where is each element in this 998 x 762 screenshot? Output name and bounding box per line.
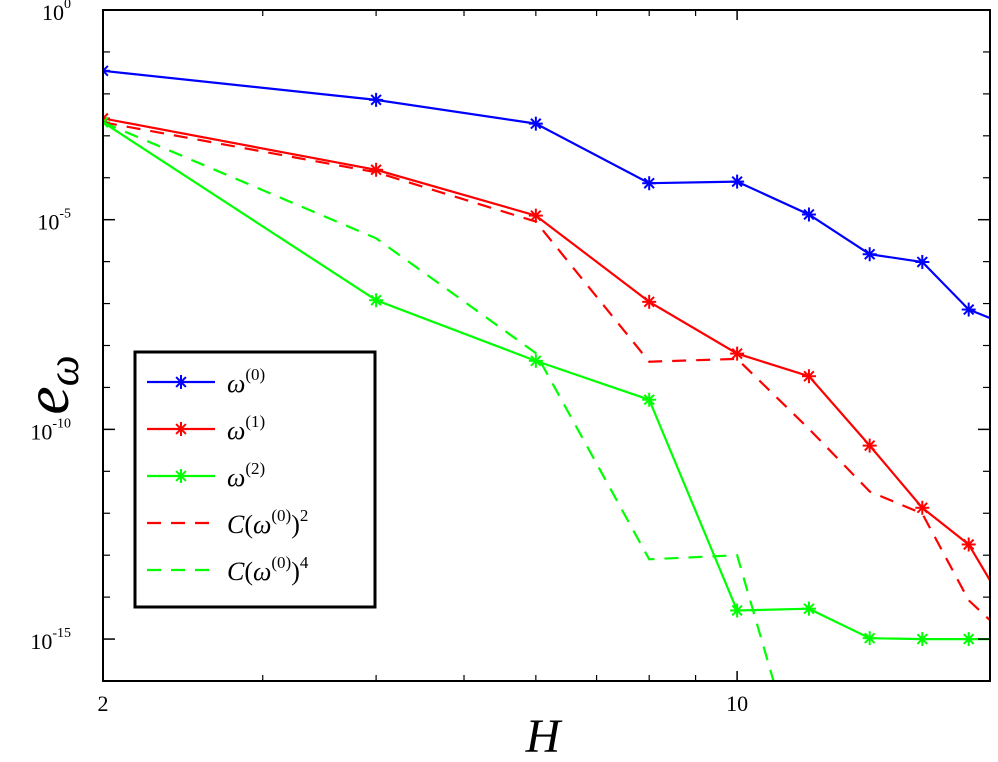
series-line-4 <box>103 121 775 681</box>
legend-box <box>133 350 377 609</box>
legend-marker-0 <box>174 375 188 389</box>
y-axis-title: eω <box>11 355 88 414</box>
series-2-point-1 <box>369 293 384 308</box>
svg-text:eω: eω <box>11 355 88 414</box>
series-line-0 <box>103 69 990 320</box>
series-1-point-8 <box>961 537 976 552</box>
series-2-point-6 <box>862 631 877 646</box>
series-1 <box>103 111 990 583</box>
series-2-point-4 <box>730 603 745 618</box>
x-tick-label-0: 2 <box>98 691 109 716</box>
series-3 <box>103 121 990 622</box>
series-1-point-1 <box>369 162 384 177</box>
series-2-point-5 <box>801 601 816 616</box>
series-0-point-1 <box>369 92 384 107</box>
series-0-point-5 <box>801 207 816 222</box>
series-0-point-2 <box>528 116 543 131</box>
series-0-point-8 <box>961 302 976 317</box>
series-1-point-3 <box>642 294 657 309</box>
series-0-point-3 <box>642 176 657 191</box>
legend-item-1: ω(1) <box>147 412 265 445</box>
series-line-1 <box>103 117 990 583</box>
y-tick-label-1: 10-5 <box>37 207 71 235</box>
legend-label-1: ω(1) <box>227 412 265 445</box>
legend-item-0: ω(0) <box>147 365 265 398</box>
series-2-point-3 <box>642 392 657 407</box>
labels-layer: 2 10 100 10-5 10-10 10-15 <box>30 0 748 716</box>
legend: ω(0) ω(1) ω(2) C(ω(0))2 C(ω(0))4 <box>133 350 377 609</box>
y-tick-label-0: 100 <box>42 0 71 25</box>
series-line-3 <box>103 121 990 622</box>
x-axis-title: H <box>525 710 563 762</box>
legend-label-4: C(ω(0))4 <box>227 553 309 586</box>
series-1-point-6 <box>862 438 877 453</box>
series-2-point-7 <box>915 632 930 647</box>
series-line-2 <box>103 121 990 641</box>
legend-item-2: ω(2) <box>147 459 265 492</box>
series-0-point-6 <box>862 247 877 262</box>
series-2 <box>103 115 990 647</box>
series-1-point-5 <box>801 369 816 384</box>
x-tick-label-1: 10 <box>726 691 748 716</box>
legend-item-4: C(ω(0))4 <box>147 553 309 586</box>
legend-marker-2 <box>174 469 188 483</box>
series-1-point-2 <box>528 208 543 223</box>
series-4 <box>103 121 775 681</box>
y-tick-label-3: 10-15 <box>30 626 71 654</box>
series-0-point-0 <box>103 63 110 78</box>
series-layer <box>103 63 990 681</box>
series-2-point-8 <box>961 632 976 647</box>
y-tick-label-2: 10-10 <box>30 416 71 444</box>
legend-label-3: C(ω(0))2 <box>227 506 308 539</box>
series-0-point-4 <box>730 174 745 189</box>
series-0-point-7 <box>915 254 930 269</box>
legend-label-2: ω(2) <box>227 459 265 492</box>
legend-item-3: C(ω(0))2 <box>147 506 308 539</box>
series-1-point-7 <box>915 500 930 515</box>
series-2-point-2 <box>528 353 543 368</box>
series-0 <box>103 63 990 320</box>
legend-marker-1 <box>174 422 188 436</box>
y-axis-title-sub: ω <box>39 355 88 386</box>
y-axis-title-main: e <box>11 386 82 414</box>
ticks-layer <box>102 9 990 682</box>
series-1-point-4 <box>730 346 745 361</box>
legend-label-0: ω(0) <box>227 365 265 398</box>
